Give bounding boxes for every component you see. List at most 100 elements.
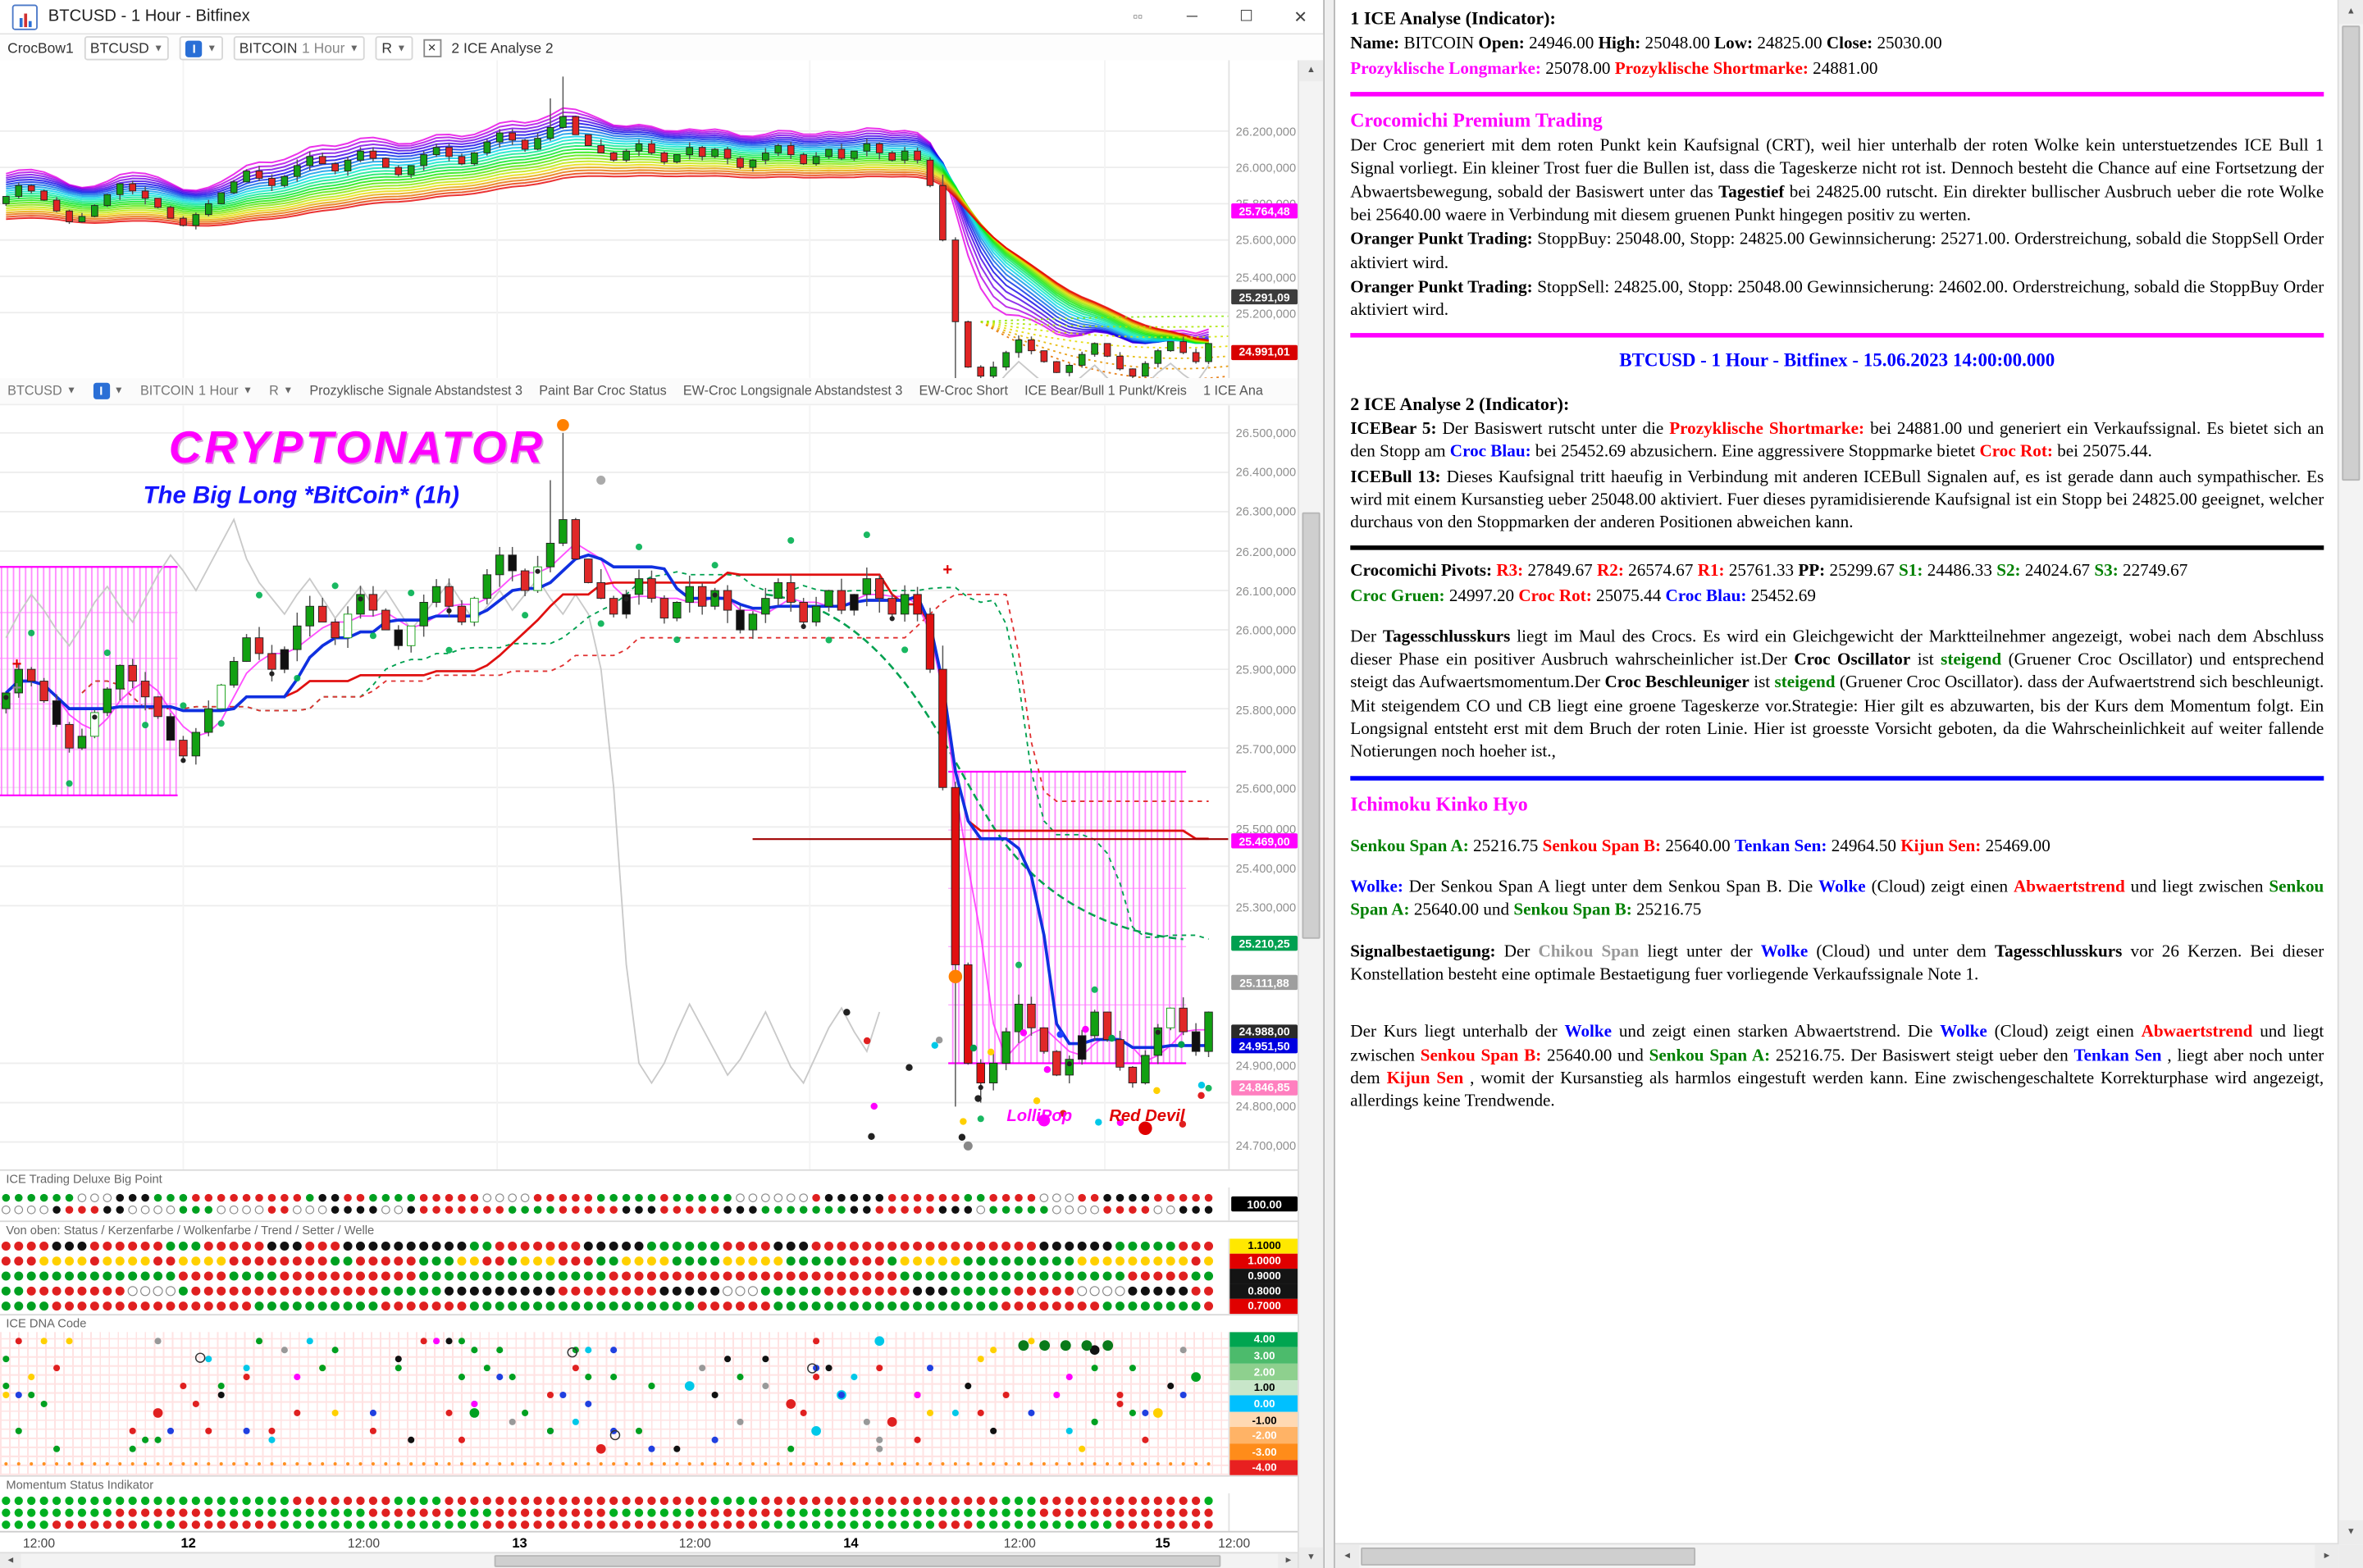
axis-label: 26.400,000 — [1235, 465, 1297, 480]
watermark-subtitle: The Big Long *BitCoin* (1h) — [143, 483, 459, 509]
analysis-paragraph: Name: BITCOIN Open: 24946.00 High: 25048… — [1350, 34, 1942, 53]
big-point-row: 100.00 — [0, 1187, 1299, 1221]
pane-divider[interactable] — [1325, 0, 1335, 1568]
axis-label: 25.800,000 — [1235, 703, 1297, 718]
svg-text:+: + — [942, 561, 952, 579]
price-axis-main[interactable]: 26.500,000 26.400,000 26.300,000 26.200,000… — [1228, 404, 1299, 1169]
von-oben-row: 1.1000 1.0000 0.9000 0.8000 0.7000 — [0, 1238, 1299, 1314]
analyse2-checkbox[interactable]: ✕ — [422, 39, 441, 57]
analysis-window: 1 ICE Analyse (Indicator): Name: BITCOIN … — [1334, 0, 2363, 1568]
momentum-axis — [1228, 1493, 1299, 1533]
chevron-down-icon: ▼ — [396, 43, 407, 54]
analysis-paragraph: Croc Gruen: 24997.20 Croc Rot: 25075.44 … — [1350, 586, 1816, 605]
price-chart-main[interactable]: + + + CRYPTONATOR The Big Long *BitCoin* (… — [0, 404, 1229, 1169]
scroll-down-button[interactable]: ▼ — [1298, 1547, 1324, 1568]
scroll-thumb[interactable] — [493, 1555, 1221, 1567]
minimize-button[interactable]: ─ — [1186, 8, 1197, 25]
scroll-up-button[interactable]: ▲ — [1298, 60, 1324, 82]
close-button[interactable]: ✕ — [1293, 8, 1308, 27]
time-axis-label: 12:00 — [678, 1535, 711, 1551]
analysis-paragraph: ICEBull 13: Dieses Kaufsignal tritt haeu… — [1350, 467, 2324, 532]
instrument-type-dropdown[interactable]: I ▼ — [93, 382, 124, 399]
indicator-label[interactable]: ICE Bear/Bull 1 Punkt/Kreis — [1024, 383, 1187, 399]
scroll-thumb[interactable] — [1302, 513, 1321, 938]
symbol-dropdown[interactable]: BTCUSD ▼ — [84, 36, 170, 61]
price-tag: 24.988,00 — [1231, 1023, 1298, 1040]
preset-label[interactable]: CrocBow1 — [7, 39, 74, 57]
panel-label-dna: ICE DNA Code — [0, 1313, 1299, 1332]
horizontal-scrollbar[interactable]: ◄ ► — [1334, 1543, 2339, 1568]
axis-label: 25.400,000 — [1235, 861, 1297, 876]
price-tag: 25.469,00 — [1231, 833, 1298, 849]
instrument-type-dropdown[interactable]: I ▼ — [180, 36, 223, 61]
time-axis-label: 12:00 — [1003, 1535, 1036, 1551]
analysis-paragraph: 2 ICE Analyse 2 (Indicator): — [1350, 392, 1570, 414]
analysis-paragraph: Signalbestaetigung: Der Chikou Span lieg… — [1350, 942, 2324, 984]
price-tag: 1.1000 — [1229, 1238, 1299, 1254]
interval-dropdown[interactable]: BITCOIN 1 Hour ▼ — [139, 383, 253, 399]
svg-text:+: + — [12, 679, 22, 697]
scroll-thumb[interactable] — [1361, 1547, 1696, 1566]
scroll-thumb[interactable] — [2342, 25, 2361, 481]
price-tag: 25.111,88 — [1231, 975, 1298, 991]
scroll-down-button[interactable]: ▼ — [2338, 1520, 2363, 1545]
big-point-panel[interactable] — [0, 1187, 1229, 1221]
scroll-up-button[interactable]: ▲ — [2338, 0, 2363, 25]
red-devil-label: Red Devil — [1109, 1107, 1185, 1126]
analysis-paragraph: Senkou Span A: 25216.75 Senkou Span B: 2… — [1350, 837, 2051, 856]
analysis-paragraph: Der Kurs liegt unterhalb der Wolke und z… — [1350, 1023, 2324, 1111]
scroll-left-button[interactable]: ◄ — [1334, 1544, 1360, 1568]
maximize-button[interactable]: ☐ — [1239, 8, 1253, 25]
vertical-scrollbar[interactable]: ▲ ▼ — [2337, 0, 2363, 1545]
indicator-label[interactable]: Prozyklische Signale Abstandstest 3 — [309, 383, 523, 399]
time-axis-day-label: 12 — [180, 1535, 196, 1551]
analysis-paragraph: BTCUSD - 1 Hour - Bitfinex - 15.06.2023 … — [1619, 349, 2055, 371]
analysis-spacer — [1350, 819, 2324, 836]
horizontal-scrollbar[interactable]: ◄ ► — [0, 1552, 1299, 1568]
price-chart-upper[interactable] — [0, 60, 1229, 378]
analysis-divider — [1350, 545, 2324, 551]
r-dropdown[interactable]: R ▼ — [269, 383, 294, 399]
axis-label: 25.400,000 — [1235, 271, 1297, 285]
main-chart-row: + + + CRYPTONATOR The Big Long *BitCoin* (… — [0, 404, 1299, 1169]
price-tag: -4.00 — [1229, 1459, 1299, 1476]
scroll-right-button[interactable]: ► — [2315, 1544, 2339, 1568]
indicator-label[interactable]: EW-Croc Longsignale Abstandstest 3 — [682, 383, 903, 399]
indicator-label[interactable]: Paint Bar Croc Status — [539, 383, 667, 399]
von-oben-panel[interactable] — [0, 1238, 1229, 1314]
axis-label: 25.200,000 — [1235, 307, 1297, 321]
axis-label: 26.000,000 — [1235, 161, 1297, 175]
symbol-dropdown[interactable]: BTCUSD ▼ — [7, 383, 76, 399]
axis-label: 25.500,000 — [1235, 822, 1297, 836]
analysis-divider — [1350, 775, 2324, 781]
price-tag: 25.210,25 — [1231, 936, 1298, 951]
time-axis: 12:00 12 12:00 13 12:00 14 12:00 15 12:00 — [0, 1530, 1299, 1554]
r-dropdown[interactable]: R ▼ — [375, 36, 413, 61]
vertical-scrollbar[interactable]: ▲ ▼ — [1298, 60, 1324, 1568]
chevron-down-icon: ▼ — [243, 385, 253, 396]
interval-dropdown[interactable]: BITCOIN 1 Hour ▼ — [233, 36, 366, 61]
momentum-panel[interactable] — [0, 1493, 1229, 1533]
price-tag: 4.00 — [1229, 1331, 1299, 1348]
scroll-right-button[interactable]: ► — [1278, 1553, 1299, 1568]
price-axis-upper[interactable]: 26.200,00026.000,00025.800,00025.600,000… — [1228, 60, 1299, 378]
panel-label-momentum: Momentum Status Indikator — [0, 1475, 1299, 1494]
price-tag: 100.00 — [1231, 1197, 1298, 1212]
axis-label: 25.600,000 — [1235, 234, 1297, 248]
dna-panel[interactable] — [0, 1331, 1229, 1476]
price-tag: 1.0000 — [1229, 1253, 1299, 1269]
axis-label: 25.900,000 — [1235, 663, 1297, 677]
analysis-spacer — [1350, 925, 2324, 941]
time-axis-label: 12:00 — [1218, 1535, 1251, 1551]
svg-text:+: + — [12, 655, 22, 673]
indicator-label[interactable]: EW-Croc Short — [919, 383, 1008, 399]
price-tag: 0.8000 — [1229, 1283, 1299, 1299]
panel-label-von-oben: Von oben: Status / Kerzenfarbe / Wolkenf… — [0, 1220, 1299, 1239]
scroll-left-button[interactable]: ◄ — [0, 1553, 21, 1568]
float-window-icon[interactable]: ▫▫ — [1133, 9, 1143, 25]
indicator-label[interactable]: 1 ICE Ana — [1203, 383, 1263, 399]
price-tag: 0.00 — [1229, 1395, 1299, 1412]
chart-window: BTCUSD - 1 Hour - Bitfinex ▫▫ ─ ☐ ✕ Croc… — [0, 0, 1325, 1568]
analysis-spacer — [1350, 610, 2324, 627]
